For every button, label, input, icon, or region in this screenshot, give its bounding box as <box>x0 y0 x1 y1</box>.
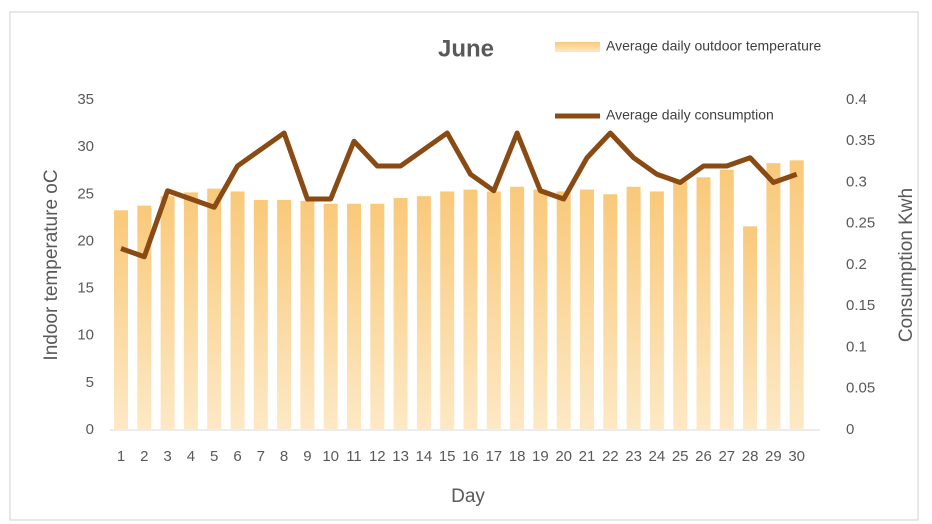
chart-title: June <box>438 35 494 62</box>
bar <box>370 203 385 430</box>
x-tick-label: 23 <box>625 448 642 465</box>
bar <box>323 203 338 430</box>
y-axis-title: Indoor temperature oC <box>41 169 62 360</box>
y-tick-label: 30 <box>77 138 94 155</box>
bar <box>580 189 594 430</box>
bar <box>207 188 222 430</box>
bar <box>416 196 431 430</box>
legend-swatch <box>555 42 600 52</box>
y2-tick-label: 0.15 <box>846 297 875 314</box>
y2-tick-label: 0.25 <box>846 215 875 232</box>
x-tick-label: 8 <box>280 448 288 465</box>
x-tick-label: 16 <box>462 448 479 465</box>
x-tick-label: 27 <box>718 448 735 465</box>
x-tick-label: 6 <box>233 448 241 465</box>
x-tick-label: 12 <box>369 448 386 465</box>
bar <box>114 210 128 430</box>
y2-tick-label: 0.2 <box>846 256 867 273</box>
x-tick-label: 3 <box>163 448 171 465</box>
bar <box>533 189 548 430</box>
y2-tick-label: 0.1 <box>846 338 867 355</box>
line <box>120 130 798 260</box>
legend-label: Average daily outdoor temperature <box>606 38 822 54</box>
x-tick-label: 9 <box>303 448 311 465</box>
x-tick-label: 18 <box>509 448 526 465</box>
y-tick-label: 15 <box>77 280 94 297</box>
x-tick-label: 5 <box>210 448 218 465</box>
x-tick-label: 24 <box>649 448 666 465</box>
bar <box>393 198 408 430</box>
y-tick-label: 35 <box>77 91 94 108</box>
x-tick-label: 22 <box>602 448 619 465</box>
bar <box>137 205 152 430</box>
x-tick-label: 14 <box>416 448 433 465</box>
x-tick-label: 10 <box>322 448 339 465</box>
bar <box>440 191 455 430</box>
bar <box>673 182 688 430</box>
x-tick-label: 30 <box>788 448 805 465</box>
x-tick-label: 7 <box>257 448 265 465</box>
bar <box>696 177 711 430</box>
legend-label: Average daily consumption <box>606 107 774 123</box>
bar <box>347 203 361 430</box>
y2-tick-label: 0.4 <box>846 91 867 108</box>
x-tick-label: 4 <box>187 448 195 465</box>
y2-tick-label: 0.3 <box>846 173 867 190</box>
x-tick-label: 13 <box>392 448 409 465</box>
bar <box>719 169 734 430</box>
x-tick-label: 17 <box>485 448 502 465</box>
bar <box>230 191 245 430</box>
bar <box>603 194 618 430</box>
x-tick-label: 1 <box>117 448 125 465</box>
y2-tick-label: 0.05 <box>846 380 875 397</box>
bar <box>300 200 315 430</box>
x-tick-label: 20 <box>555 448 572 465</box>
bar <box>743 226 758 430</box>
y-tick-label: 5 <box>86 374 94 391</box>
y2-tick-label: 0.35 <box>846 132 875 149</box>
bar <box>253 199 268 430</box>
y2-tick-label: 0 <box>846 421 854 438</box>
bar <box>183 192 198 430</box>
y-tick-label: 10 <box>77 327 94 344</box>
x-tick-label: 25 <box>672 448 689 465</box>
y-tick-label: 25 <box>77 185 94 202</box>
x-tick-label: 29 <box>765 448 782 465</box>
bar <box>510 186 525 430</box>
x-tick-label: 11 <box>346 448 362 465</box>
x-tick-label: 21 <box>579 448 596 465</box>
x-tick-label: 15 <box>439 448 456 465</box>
bar <box>486 191 501 430</box>
x-tick-label: 19 <box>532 448 549 465</box>
x-tick-label: 2 <box>140 448 148 465</box>
bar <box>626 186 641 430</box>
bar <box>160 196 175 430</box>
x-tick-label: 26 <box>695 448 712 465</box>
x-tick-label: 28 <box>742 448 759 465</box>
bar <box>277 199 292 430</box>
bar <box>789 160 804 431</box>
x-axis-title: Day <box>451 486 485 507</box>
bar <box>556 191 571 430</box>
bar <box>766 163 781 430</box>
y-tick-label: 0 <box>86 421 94 438</box>
bar <box>463 189 478 430</box>
y2-axis-title: Consumption Kwh <box>896 188 917 342</box>
bar <box>649 191 664 430</box>
y-tick-label: 20 <box>77 232 94 249</box>
